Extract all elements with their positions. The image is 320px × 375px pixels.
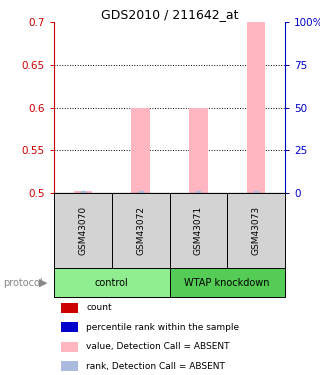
Title: GDS2010 / 211642_at: GDS2010 / 211642_at <box>101 8 238 21</box>
Bar <box>170 193 227 268</box>
Text: GSM43073: GSM43073 <box>252 206 260 255</box>
Text: control: control <box>95 278 129 288</box>
Text: percentile rank within the sample: percentile rank within the sample <box>86 323 240 332</box>
Text: protocol: protocol <box>3 278 43 288</box>
Bar <box>132 108 150 193</box>
Text: ▶: ▶ <box>39 278 47 288</box>
Text: rank, Detection Call = ABSENT: rank, Detection Call = ABSENT <box>86 362 225 371</box>
Bar <box>54 193 112 268</box>
Text: value, Detection Call = ABSENT: value, Detection Call = ABSENT <box>86 342 230 351</box>
Bar <box>54 268 170 297</box>
Bar <box>74 191 92 193</box>
Text: GSM43071: GSM43071 <box>194 206 203 255</box>
Bar <box>170 268 285 297</box>
Bar <box>227 193 285 268</box>
Bar <box>112 193 170 268</box>
Text: WTAP knockdown: WTAP knockdown <box>185 278 270 288</box>
Bar <box>189 108 208 193</box>
Text: count: count <box>86 303 112 312</box>
Text: GSM43072: GSM43072 <box>136 206 145 255</box>
Bar <box>247 22 265 193</box>
Text: GSM43070: GSM43070 <box>78 206 87 255</box>
